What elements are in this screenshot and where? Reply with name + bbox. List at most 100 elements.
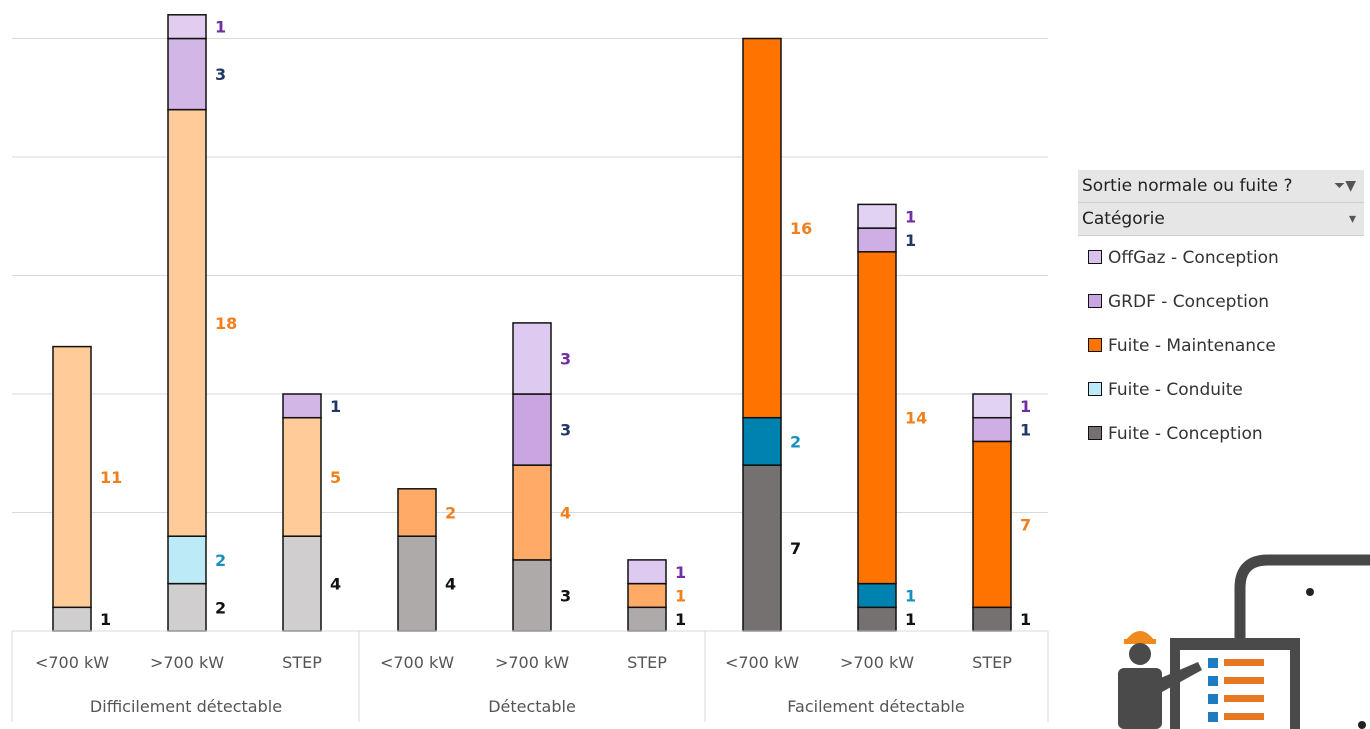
- x-group-label: Facilement détectable: [787, 697, 964, 716]
- x-tick-label: <700 kW: [35, 653, 109, 672]
- data-label: 5: [330, 468, 341, 487]
- data-label: 1: [215, 18, 226, 37]
- data-label: 1: [675, 610, 686, 629]
- x-tick-label: >700 kW: [150, 653, 224, 672]
- data-label: 11: [100, 468, 122, 487]
- data-label: 1: [100, 610, 111, 629]
- legend-swatch: [1088, 294, 1102, 308]
- data-label: 2: [215, 551, 226, 570]
- bar-segment: [167, 582, 207, 632]
- data-label: 1: [905, 231, 916, 250]
- bar-segment: [167, 535, 207, 585]
- data-label: 3: [560, 586, 571, 605]
- bar-segment: [282, 535, 322, 632]
- legend-item[interactable]: Fuite - Conception: [1078, 412, 1364, 456]
- legend-swatch: [1088, 382, 1102, 396]
- bar-segment: [972, 416, 1012, 443]
- legend-item[interactable]: OffGaz - Conception: [1078, 236, 1364, 280]
- legend-label: Fuite - Conduite: [1108, 380, 1243, 400]
- data-label: 7: [790, 539, 801, 558]
- x-tick-label: STEP: [972, 653, 1012, 672]
- x-tick-label: >700 kW: [840, 653, 914, 672]
- legend-label: Fuite - Maintenance: [1108, 336, 1276, 356]
- data-label: 4: [330, 575, 341, 594]
- legend-item[interactable]: Fuite - Maintenance: [1078, 324, 1364, 368]
- data-label: 14: [905, 409, 927, 428]
- bar-segment: [742, 416, 782, 466]
- bar-segment: [857, 582, 897, 609]
- bullet-dot-icon: [1306, 588, 1314, 596]
- bar-segment: [52, 606, 92, 632]
- x-tick-label: <700 kW: [380, 653, 454, 672]
- data-label: 1: [1020, 610, 1031, 629]
- data-label: 2: [790, 432, 801, 451]
- data-label: 1: [675, 563, 686, 582]
- data-label: 2: [445, 504, 456, 523]
- bar-segment: [397, 488, 437, 537]
- legend-panel: Sortie normale ou fuite ? ⏷▼ Catégorie ▾…: [1078, 170, 1364, 456]
- legend-item[interactable]: GRDF - Conception: [1078, 280, 1364, 324]
- x-tick-label: STEP: [627, 653, 667, 672]
- bar-segment: [627, 559, 667, 585]
- dropdown-arrow-icon[interactable]: ▾: [1348, 211, 1356, 227]
- category-label: Catégorie: [1082, 209, 1165, 229]
- legend-swatch: [1088, 426, 1102, 440]
- data-label: 3: [560, 349, 571, 368]
- data-label: 3: [560, 421, 571, 440]
- bar-segment: [857, 606, 897, 632]
- data-label: 1: [330, 397, 341, 416]
- legend-label: Fuite - Conception: [1108, 424, 1263, 444]
- bar-segment: [627, 582, 667, 609]
- bar-segment: [972, 606, 1012, 632]
- data-label: 2: [215, 598, 226, 617]
- filter-icon[interactable]: ⏷▼: [1334, 178, 1356, 194]
- x-tick-label: STEP: [282, 653, 322, 672]
- legend-label: GRDF - Conception: [1108, 292, 1270, 312]
- bar-segment: [742, 464, 782, 632]
- bullet-dot-icon: [1358, 721, 1366, 729]
- x-group-label: Difficilement détectable: [90, 697, 282, 716]
- bar-segment: [167, 14, 207, 40]
- bar-segment: [512, 464, 552, 561]
- data-label: 16: [790, 219, 812, 238]
- bar-segment: [972, 440, 1012, 609]
- legend-item[interactable]: Fuite - Conduite: [1078, 368, 1364, 412]
- filter-header[interactable]: Sortie normale ou fuite ? ⏷▼: [1078, 170, 1364, 203]
- legend-label: OffGaz - Conception: [1108, 248, 1279, 268]
- legend-swatch: [1088, 338, 1102, 352]
- bar-segment: [512, 393, 552, 466]
- bar-segment: [167, 108, 207, 537]
- x-tick-label: <700 kW: [725, 653, 799, 672]
- data-label: 1: [1020, 421, 1031, 440]
- bar-segment: [282, 416, 322, 537]
- bar-segment: [52, 345, 92, 609]
- data-label: 3: [215, 65, 226, 84]
- bar-segment: [857, 203, 897, 229]
- bar-segment: [397, 535, 437, 632]
- bar-segment: [167, 37, 207, 111]
- data-label: 18: [215, 314, 237, 333]
- x-group-label: Détectable: [488, 697, 576, 716]
- data-label: 7: [1020, 515, 1031, 534]
- legend-swatch: [1088, 250, 1102, 264]
- bar-segment: [857, 227, 897, 253]
- stacked-bar-chart: 11122183145142343311172161114111711<700 …: [11, 14, 1049, 722]
- data-label: 1: [905, 610, 916, 629]
- bar-segment: [512, 322, 552, 395]
- data-label: 1: [905, 207, 916, 226]
- filter-label: Sortie normale ou fuite ?: [1082, 176, 1293, 196]
- bar-segment: [857, 251, 897, 585]
- bar-segment: [627, 606, 667, 632]
- bar-segment: [742, 37, 782, 419]
- worker-presentation-icon: [1118, 554, 1370, 729]
- bar-segment: [512, 559, 552, 632]
- data-label: 1: [905, 586, 916, 605]
- x-tick-label: >700 kW: [495, 653, 569, 672]
- category-header[interactable]: Catégorie ▾: [1078, 203, 1364, 236]
- data-label: 4: [560, 504, 571, 523]
- bar-segment: [282, 393, 322, 419]
- bar-segment: [972, 393, 1012, 419]
- data-label: 1: [1020, 397, 1031, 416]
- data-label: 1: [675, 586, 686, 605]
- data-label: 4: [445, 575, 456, 594]
